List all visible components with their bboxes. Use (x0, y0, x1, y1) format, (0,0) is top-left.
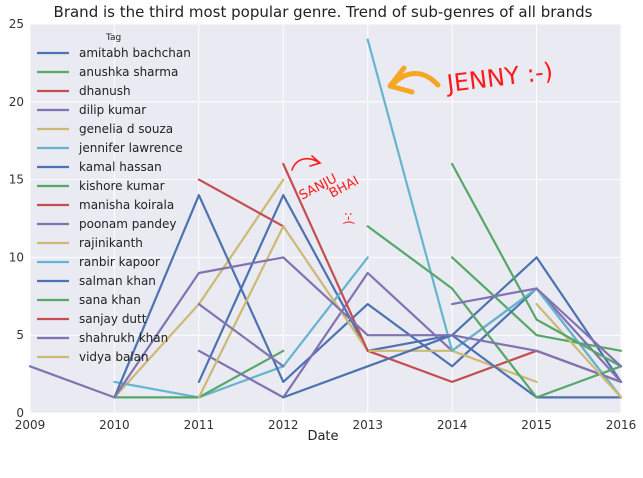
series-line-poonam-pandey (197, 271, 623, 399)
legend-label-dhanush: dhanush (79, 84, 131, 98)
legend-label-sana-khan: sana khan (79, 293, 141, 307)
y-tick-label: 20 (9, 95, 24, 109)
series-line-unlabeled-17 (451, 162, 623, 368)
y-tick-label: 5 (16, 328, 24, 342)
series-line-vidya-balan (535, 303, 623, 399)
legend-label-kishore-kumar: kishore kumar (79, 179, 165, 193)
arrow-head-icon (387, 65, 415, 95)
y-tick-labels: 0 5 10 15 20 25 (9, 17, 24, 420)
legend-label-salman-khan: salman khan (79, 274, 156, 288)
legend-label-dilip-kumar: dilip kumar (79, 103, 146, 117)
series-line-dilip-kumar (28, 365, 116, 399)
y-tick-label: 15 (9, 173, 24, 187)
series-line-amitabh-bachchan (197, 194, 623, 383)
series-line-manisha-koirala (197, 178, 285, 228)
legend-label-jennifer-lawrence: jennifer lawrence (78, 141, 183, 155)
series-line-shahrukh-khan (113, 256, 623, 399)
x-tick-label: 2013 (352, 418, 383, 432)
legend-label-manisha-koirala: manisha koirala (79, 198, 174, 212)
y-tick-label: 25 (9, 17, 24, 31)
legend-label-shahrukh-khan: shahrukh khan (79, 331, 168, 345)
chart-title: Brand is the third most popular genre. T… (54, 3, 593, 21)
legend-items: amitabh bachchan anushka sharma dhanush dil… (37, 46, 191, 364)
series-line-unlabeled-19 (451, 287, 623, 368)
curved-arrow-icon (291, 155, 322, 171)
series-line-unlabeled-18 (197, 303, 285, 368)
x-tick-label: 2015 (521, 418, 552, 432)
legend-label-sanjay-dutt: sanjay dutt (79, 312, 147, 326)
x-tick-labels: 2009 2010 2011 2012 2013 2014 2015 2016 (15, 418, 637, 432)
y-tick-label: 0 (16, 406, 24, 420)
series-layer (28, 38, 623, 399)
series-line-anushka-sharma (451, 256, 623, 352)
x-tick-label: 2011 (184, 418, 215, 432)
x-axis-label: Date (307, 429, 338, 444)
legend-label-vidya-balan: vidya balan (79, 350, 149, 364)
legend-label-anushka-sharma: anushka sharma (79, 65, 178, 79)
series-line-sanjay-dutt (282, 162, 369, 352)
x-tick-label: 2014 (437, 418, 468, 432)
legend: Tag amitabh bachchan anushka sharma dhanus… (37, 33, 191, 364)
legend-label-poonam-pandey: poonam pandey (79, 217, 176, 231)
legend-label-genelia-d-souza: genelia d souza (79, 122, 173, 136)
x-tick-label: 2016 (606, 418, 637, 432)
sad-face-text: :-( (342, 212, 356, 225)
legend-label-ranbir-kapoor: ranbir kapoor (79, 255, 160, 269)
legend-label-rajinikanth: rajinikanth (79, 236, 143, 250)
series-line-jennifer-lawrence (113, 256, 369, 399)
x-tick-label: 2009 (15, 418, 46, 432)
legend-title: Tag (105, 33, 121, 43)
x-tick-label: 2010 (99, 418, 130, 432)
y-tick-label: 10 (9, 250, 24, 264)
legend-label-kamal-hassan: kamal hassan (79, 160, 162, 174)
x-tick-label: 2012 (268, 418, 299, 432)
legend-label-amitabh-bachchan: amitabh bachchan (79, 46, 191, 60)
